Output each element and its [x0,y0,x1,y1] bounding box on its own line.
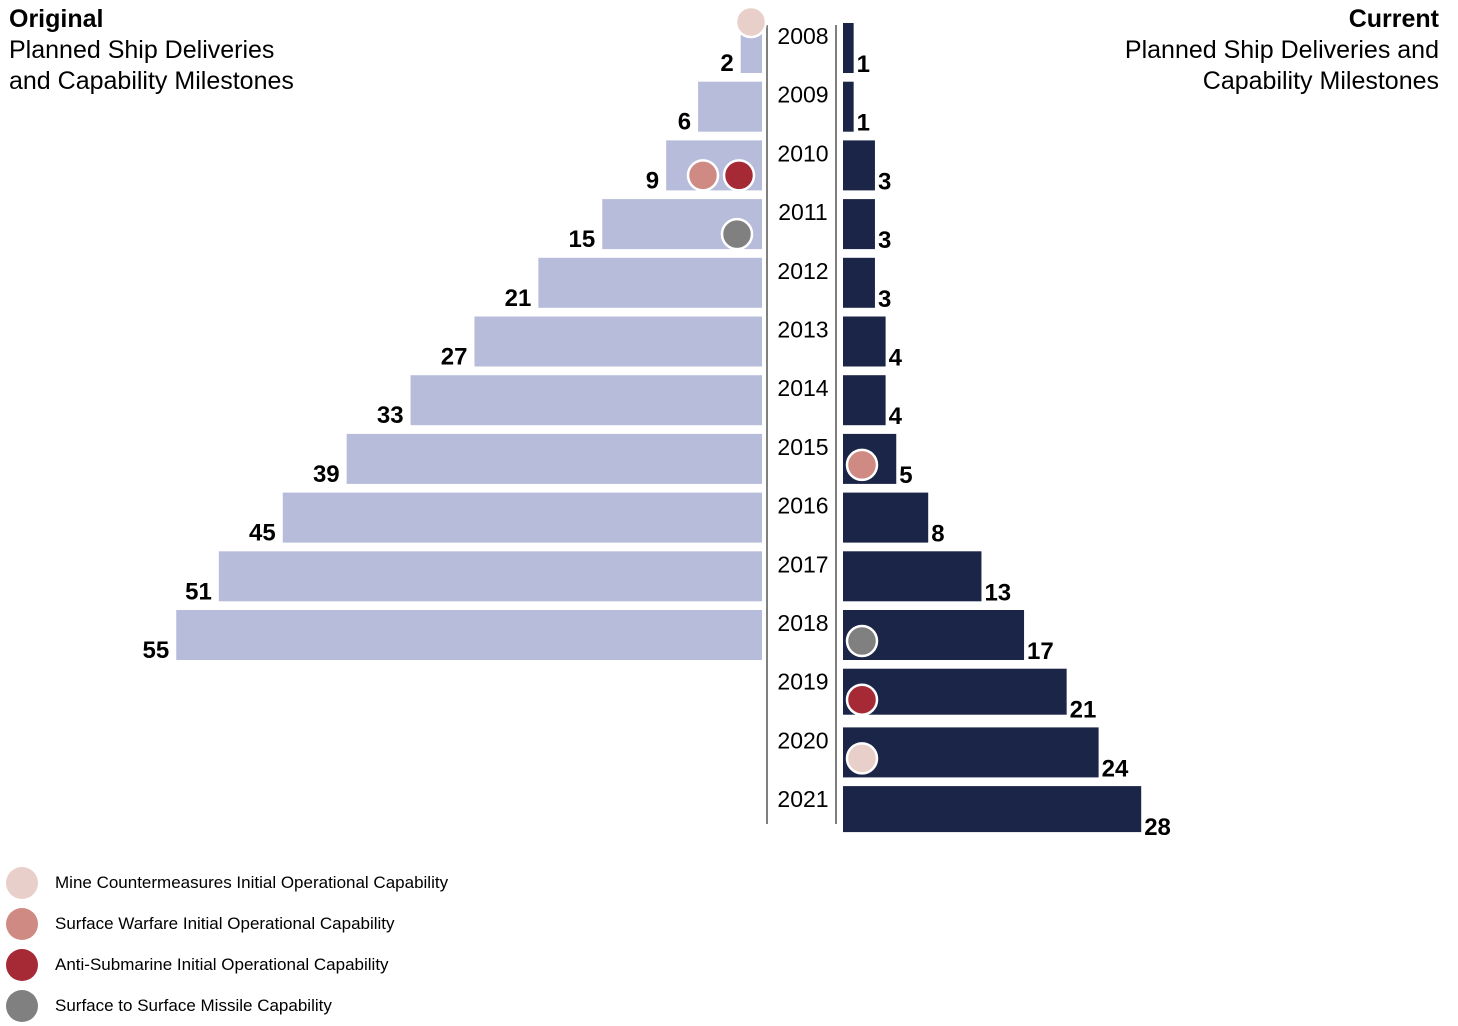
current-bar-2014 [843,375,886,426]
current-bar-2021 [843,786,1142,833]
milestone-marker-current-2015-suw [845,448,879,482]
original-value-label-2011: 15 [569,226,596,253]
original-value-label-2018: 55 [143,637,170,664]
current-bar-2010 [843,140,875,191]
original-bar-2018 [176,610,762,660]
current-value-label-2021: 28 [1144,814,1171,841]
current-title-block: Current Planned Ship Deliveries and Capa… [1125,4,1439,97]
legend-item-mcm: Mine Countermeasures Initial Operational… [6,862,448,903]
milestone-marker-original-2008-mcm [734,5,768,39]
ssm-legend-dot [6,989,38,1022]
legend-item-suw: Surface Warfare Initial Operational Capa… [6,903,448,944]
year-label-2014: 2014 [777,375,828,401]
current-value-label-2017: 13 [984,579,1011,606]
year-label-2008: 2008 [777,23,828,49]
original-value-label-2015: 39 [313,461,340,488]
current-value-label-2014: 4 [889,403,903,430]
mcm-legend-dot [6,866,38,899]
original-value-label-2008: 2 [720,50,733,77]
original-bar-2017 [218,551,763,602]
original-title-block: Original Planned Ship Deliveries and Cap… [9,4,294,97]
year-label-2019: 2019 [777,669,828,695]
original-value-label-2014: 33 [377,402,404,429]
legend-item-ssm: Surface to Surface Missile Capability [6,985,448,1026]
current-value-label-2018: 17 [1027,638,1054,665]
original-value-label-2013: 27 [441,344,468,371]
original-value-label-2009: 6 [678,109,691,136]
year-label-2017: 2017 [777,551,828,577]
current-bar-2017 [843,551,982,602]
year-label-2016: 2016 [777,493,828,519]
year-label-2009: 2009 [777,82,828,108]
current-bar-2013 [843,316,886,367]
current-value-label-2019: 21 [1070,697,1097,724]
year-label-2012: 2012 [777,258,828,284]
year-label-2010: 2010 [777,140,828,166]
original-value-label-2010: 9 [646,167,659,194]
original-bar-2014 [410,375,762,426]
year-label-2018: 2018 [777,610,828,636]
original-bar-2013 [474,316,762,367]
current-bar-2011 [843,199,875,250]
year-label-2021: 2021 [777,786,828,812]
current-value-label-2012: 3 [878,286,891,313]
milestone-marker-original-2010-suw [686,159,720,192]
legend-label-ssm: Surface to Surface Missile Capability [55,995,332,1015]
current-bar-2009 [843,81,854,132]
asw-legend-dot [6,948,38,981]
original-value-label-2016: 45 [249,520,276,547]
current-title-line2: Capability Milestones [1202,67,1439,95]
original-value-label-2017: 51 [185,578,212,605]
original-title-heading: Original [9,5,104,33]
current-bar-2008 [843,23,854,73]
original-value-label-2012: 21 [505,285,532,312]
current-value-label-2008: 1 [857,51,870,78]
legend-item-asw: Anti-Submarine Initial Operational Capab… [6,944,448,985]
current-title-heading: Current [1348,5,1439,33]
current-bar-2019 [843,668,1067,715]
original-title-line2: and Capability Milestones [9,67,294,95]
original-bar-2016 [282,492,762,543]
legend-label-suw: Surface Warfare Initial Operational Capa… [55,913,395,933]
milestone-marker-current-2018-ssm [845,624,879,658]
original-bar-2015 [346,433,762,484]
legend-label-asw: Anti-Submarine Initial Operational Capab… [55,954,389,974]
year-label-2013: 2013 [777,317,828,343]
current-value-label-2013: 4 [889,345,903,372]
original-bar-2012 [538,257,762,308]
legend-label-mcm: Mine Countermeasures Initial Operational… [55,872,449,892]
current-value-label-2009: 1 [857,110,870,137]
current-bar-2012 [843,257,875,308]
current-value-label-2010: 3 [878,168,891,195]
current-title-line1: Planned Ship Deliveries and [1124,36,1439,64]
current-value-label-2020: 24 [1102,755,1129,782]
milestone-marker-original-2011-ssm [720,217,754,251]
current-bar-2016 [843,492,929,543]
year-label-2015: 2015 [777,434,828,460]
current-bar-2020 [843,727,1099,778]
current-value-label-2011: 3 [878,227,891,254]
current-value-label-2016: 8 [931,521,944,548]
milestone-marker-original-2010-asw [722,159,756,192]
year-label-2011: 2011 [778,199,827,225]
milestone-marker-current-2019-asw [845,683,879,716]
original-bar-2009 [698,81,762,132]
year-label-2020: 2020 [777,727,828,753]
suw-legend-dot [6,907,38,940]
milestone-marker-current-2020-mcm [845,742,879,775]
current-value-label-2015: 5 [899,462,912,489]
milestone-legend: Mine Countermeasures Initial Operational… [6,862,448,1026]
original-title-line1: Planned Ship Deliveries [9,36,275,64]
